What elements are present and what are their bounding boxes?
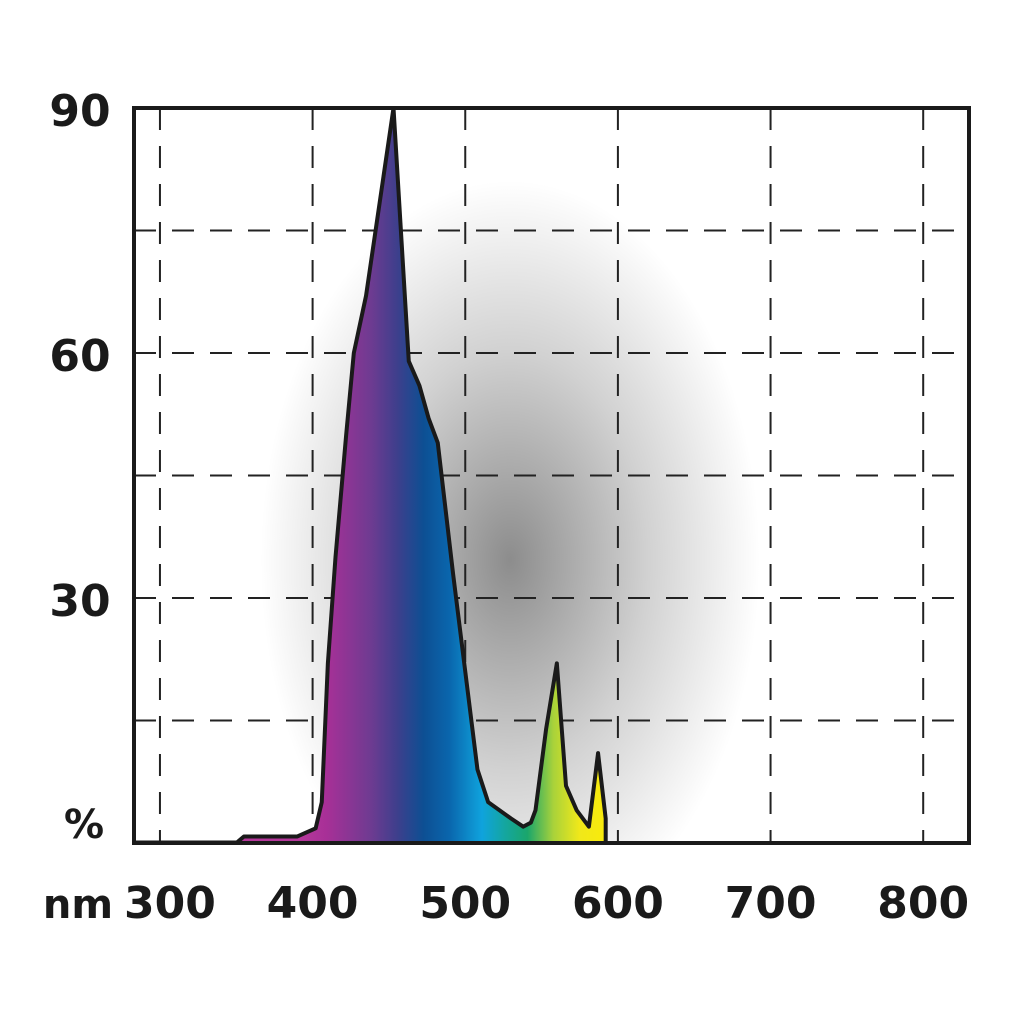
- y-axis-ticks: 30 60 90: [49, 86, 110, 627]
- x-tick-label: 600: [572, 878, 664, 929]
- y-axis-label: %: [64, 802, 104, 848]
- plot-area: [134, 108, 969, 843]
- x-tick-label: 400: [267, 878, 359, 929]
- x-tick-label: 300: [124, 878, 216, 929]
- x-tick-label: 500: [419, 878, 511, 929]
- y-tick-label: 60: [49, 331, 110, 382]
- x-tick-label: 800: [877, 878, 969, 929]
- y-tick-label: 30: [49, 576, 110, 627]
- spectrum-area: [234, 108, 608, 843]
- grid: [134, 108, 969, 843]
- plot-frame: [132, 106, 971, 845]
- y-tick-label: 90: [49, 86, 110, 137]
- x-tick-label: 700: [725, 878, 817, 929]
- x-axis-label: nm: [43, 882, 113, 928]
- x-axis-ticks: 300 400 500 600 700 800: [124, 878, 969, 929]
